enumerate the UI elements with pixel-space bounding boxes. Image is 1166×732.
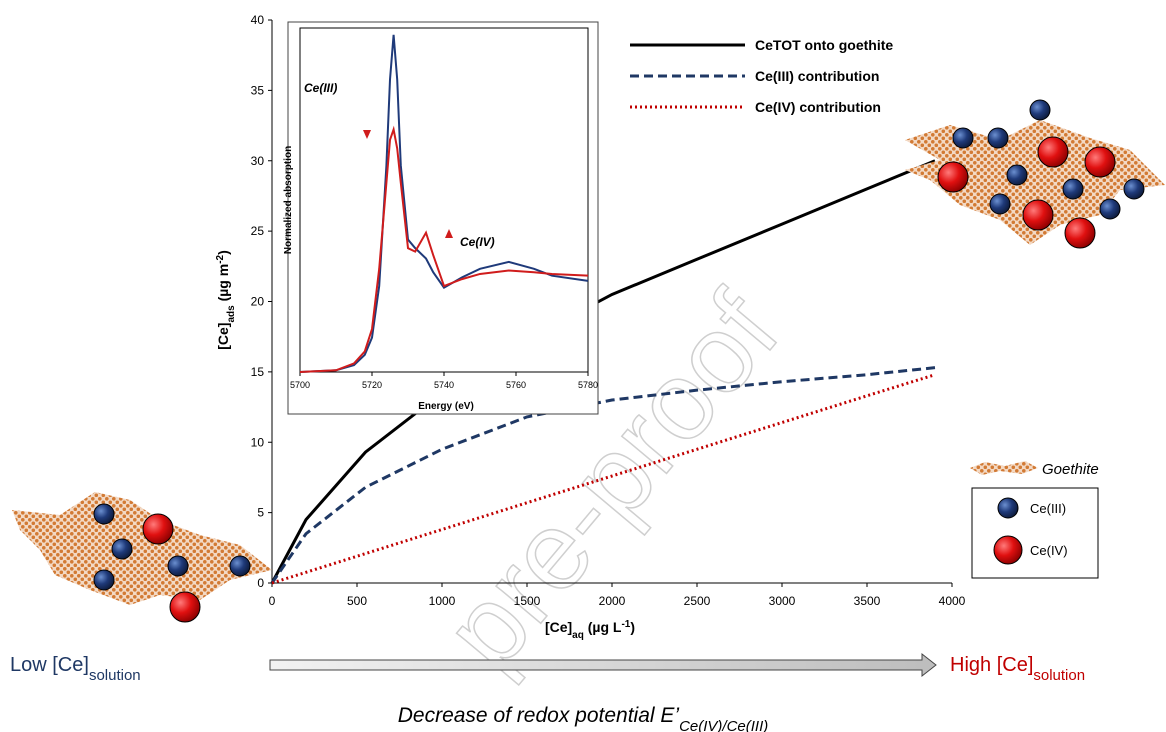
legend-label: Ce(IV) contribution: [755, 99, 881, 115]
inset-arrow-head: [445, 229, 453, 238]
y-title-sub: ads: [226, 305, 237, 323]
x-tick-label: 0: [269, 594, 276, 608]
x-title-sub: aq: [572, 630, 584, 641]
ce4-swatch: [993, 535, 1023, 565]
low-label: Low [Ce]solution: [10, 654, 141, 684]
ce3-swatch: [997, 497, 1019, 519]
x-title-part: [Ce]: [545, 619, 572, 635]
inset-arrow-head: [363, 130, 371, 139]
y-tick-label: 10: [251, 435, 265, 449]
y-tick-label: 35: [251, 83, 265, 97]
y-tick-label: 15: [251, 365, 265, 379]
x-tick-label: 500: [347, 594, 367, 608]
x-tick-label: 5720: [362, 380, 382, 390]
caption-main: Decrease of redox potential E’: [398, 704, 680, 727]
x-tick-label: 1000: [429, 594, 456, 608]
legend-label: CeTOT onto goethite: [755, 37, 893, 53]
x-tick-label: 5780: [578, 380, 598, 390]
high-label: High [Ce]solution: [950, 654, 1085, 684]
goethite-cluster: [12, 492, 272, 623]
y-tick-label: 25: [251, 224, 265, 238]
legend-label: Ce(III): [1030, 501, 1066, 516]
x-tick-label: 2500: [684, 594, 711, 608]
y-axis-title: [Ce]ads (µg m-2): [215, 250, 237, 350]
high-label-main: High [Ce]: [950, 654, 1033, 676]
y-tick-label: 30: [251, 154, 265, 168]
x-tick-label: 3500: [854, 594, 881, 608]
illustration-legend: Goethite Ce(III) Ce(IV): [970, 461, 1099, 579]
y-title-part: ): [215, 250, 231, 255]
y-title-sup: -2: [215, 254, 226, 263]
x-tick-label: 5760: [506, 380, 526, 390]
inset-annotation: Ce(IV): [460, 235, 495, 249]
x-axis-title: [Ce]aq (µg L-1): [545, 619, 635, 641]
y-tick-label: 0: [257, 576, 264, 590]
series-line: [271, 373, 936, 585]
series-line: [299, 34, 589, 373]
x-tick-label: 5700: [290, 380, 310, 390]
y-tick-label: 5: [257, 506, 264, 520]
x-tick-label: 4000: [939, 594, 966, 608]
inset-frame: [287, 21, 599, 415]
legend-box: [971, 487, 1099, 579]
low-label-main: Low [Ce]: [10, 654, 89, 676]
caption-sub: Ce(IV)/Ce(III): [679, 718, 768, 732]
y-tick-label: 40: [251, 13, 265, 27]
inset-y-title: Normalized absorption: [283, 146, 294, 254]
x-title-sup: -1: [621, 619, 630, 630]
y-tick-label: 20: [251, 295, 265, 309]
y-title-part: (µg m: [215, 264, 231, 306]
caption: Decrease of redox potential E’Ce(IV)/Ce(…: [398, 704, 769, 732]
x-title-part: (µg L: [584, 619, 622, 635]
legend-label: Goethite: [1042, 461, 1099, 478]
low-label-sub: solution: [89, 667, 141, 684]
series-line: [299, 125, 589, 373]
inset-plot: 5700 5720 5740 5760 5780: [290, 27, 598, 390]
x-tick-label: 5740: [434, 380, 454, 390]
legend-label: Ce(IV): [1030, 543, 1068, 558]
x-tick-label: 1500: [514, 594, 541, 608]
goethite-swatch: [970, 461, 1038, 475]
arrow: [269, 652, 937, 678]
legend-label: Ce(III) contribution: [755, 68, 879, 84]
x-tick-label: 3000: [769, 594, 796, 608]
goethite-cluster: [905, 99, 1165, 249]
x-title-part: ): [630, 619, 635, 635]
x-tick-label: 2000: [599, 594, 626, 608]
inset-annotation: Ce(III): [304, 81, 337, 95]
high-label-sub: solution: [1033, 667, 1085, 684]
inset-x-title: Energy (eV): [418, 401, 474, 412]
y-title-part: [Ce]: [215, 323, 231, 350]
